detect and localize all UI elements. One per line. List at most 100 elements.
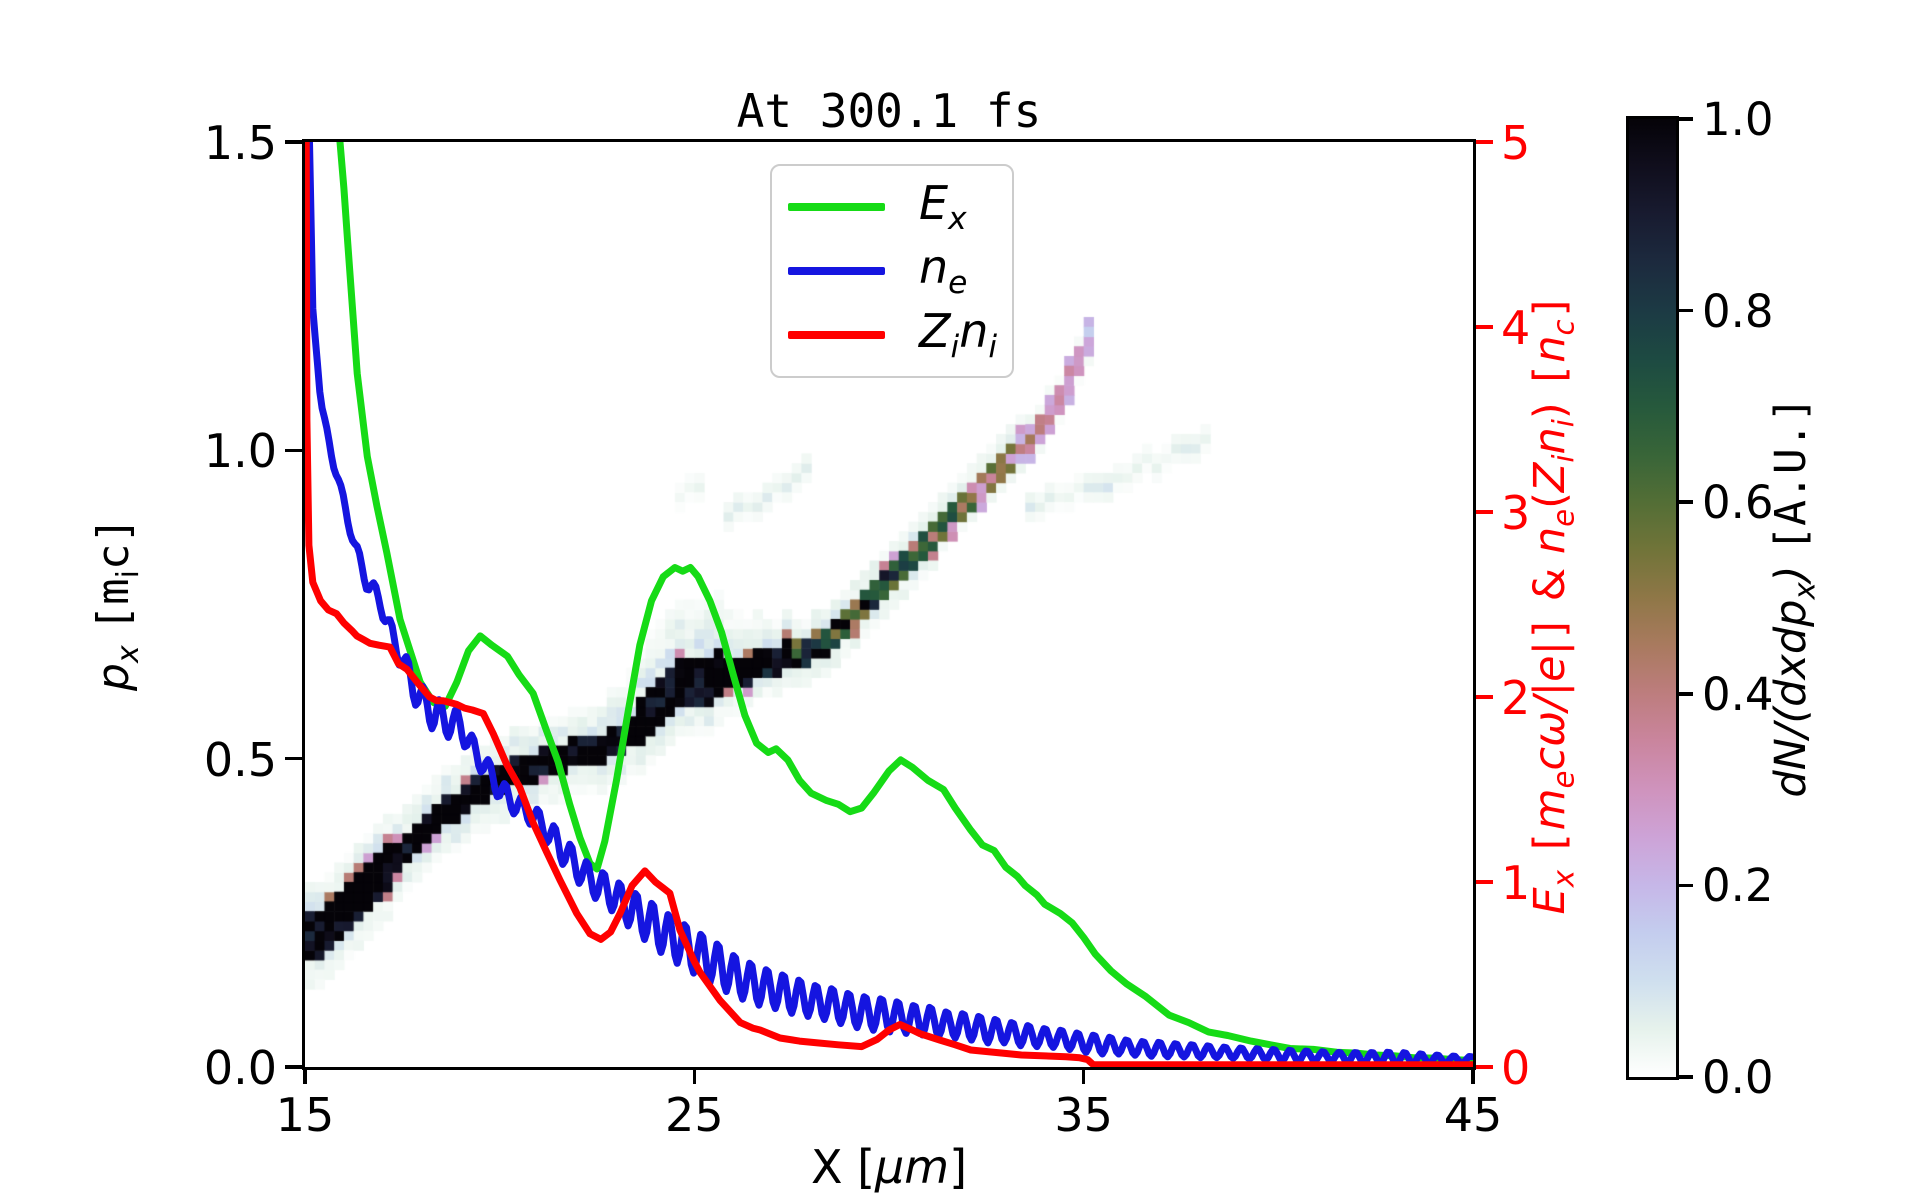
colorbar-tick-mark [1679, 883, 1693, 888]
colorbar-label: dN/(dxdpx) [A.U.] [1766, 152, 1824, 1042]
y-left-tick-label: 1.0 [203, 424, 277, 479]
legend-item-label: Zini [919, 304, 997, 365]
x-axis-label: X [μm] [589, 1140, 1189, 1194]
label-segment: ] [1525, 615, 1575, 641]
label-segment: i [1546, 454, 1581, 463]
x-tick-label: 25 [665, 1088, 724, 1142]
label-segment: ( [1525, 492, 1575, 509]
x-tick-mark [1081, 1067, 1086, 1084]
y-left-tick-label: 1.5 [203, 116, 277, 170]
label-segment: e [948, 265, 968, 302]
colorbar-tick-mark [1679, 1075, 1693, 1079]
colorbar-tick-mark [1679, 308, 1693, 313]
colorbar-tick-mark [1679, 500, 1693, 504]
colorbar-tick-mark [1679, 692, 1693, 696]
colorbar-tick-label: 1.0 [1702, 93, 1774, 146]
label-segment: ] [1525, 293, 1575, 320]
zini-line [305, 142, 1473, 1067]
label-segment [88, 631, 139, 645]
label-segment: X [ [810, 1140, 876, 1194]
y-right-tick-label: 2 [1501, 671, 1531, 725]
label-segment: n [1525, 526, 1575, 555]
x-tick-label: 15 [275, 1088, 335, 1142]
y-axis-label-left: px [mic] [88, 304, 146, 904]
label-segment: n [959, 304, 989, 359]
label-segment: ] [949, 1140, 968, 1194]
y-right-tick-label: 3 [1501, 486, 1531, 540]
label-segment: Z [919, 304, 951, 359]
colorbar [1626, 116, 1679, 1080]
label-segment: i [950, 329, 960, 366]
y-right-tick-mark [1476, 325, 1493, 329]
line-plot-layer [305, 142, 1473, 1067]
label-segment: μm [875, 1140, 950, 1194]
label-segment: n [1525, 427, 1575, 455]
colorbar-tick-label: 0.4 [1702, 667, 1774, 721]
y-right-tick-mark [1476, 510, 1493, 514]
colorbar-tick-mark [1679, 117, 1693, 121]
y-left-tick-label: 0.5 [203, 732, 277, 787]
colorbar-tick-label: 0.2 [1702, 859, 1774, 913]
colorbar-tick-label: 0.6 [1702, 476, 1774, 530]
colorbar-tick-label: 0.8 [1702, 284, 1774, 338]
label-segment: c [1546, 319, 1581, 336]
label-segment: [A.U.] [1766, 396, 1816, 552]
label-segment: x [110, 645, 146, 664]
y-left-tick-mark [285, 140, 302, 144]
y-left-tick-mark [285, 448, 302, 453]
label-segment: e [1546, 770, 1581, 789]
y-right-tick-label: 5 [1501, 116, 1531, 170]
legend-line-sample [788, 267, 885, 275]
label-segment: x [1546, 869, 1581, 888]
y-right-tick-label: 4 [1501, 301, 1531, 355]
label-segment: m [1525, 788, 1575, 831]
legend-line-sample [788, 331, 885, 339]
label-segment: E [1525, 887, 1575, 915]
label-segment: p [88, 663, 139, 691]
label-segment: i [110, 570, 146, 579]
label-segment: cω/|e| [1525, 640, 1575, 771]
legend: Ex ne Zini [770, 164, 1014, 378]
y-axis-label-right: Ex [mecω/|e|] & ne(Zini) [nc] [1525, 59, 1585, 1149]
plot-area: Ex ne Zini [302, 139, 1476, 1070]
legend-item-label: ne [919, 240, 967, 301]
legend-item: Ex [772, 175, 1012, 239]
label-segment: [m [88, 578, 139, 632]
y-left-tick-mark [285, 1065, 302, 1069]
y-left-tick-label: 0.0 [203, 1041, 277, 1095]
colorbar-tick-label: 0.0 [1702, 1051, 1774, 1104]
label-segment: i [1546, 419, 1581, 428]
label-segment: [ [1525, 830, 1575, 857]
label-segment: n [1525, 335, 1575, 363]
label-segment: n [919, 240, 949, 295]
label-segment: [ [1525, 362, 1575, 389]
y-right-tick-label: 0 [1501, 1041, 1531, 1095]
label-segment: e [1546, 508, 1581, 527]
legend-item: Zini [772, 303, 1012, 367]
label-segment: ) [1525, 388, 1575, 420]
label-segment: ) [1766, 565, 1816, 583]
label-segment: i [988, 329, 998, 366]
label-segment: E [919, 176, 949, 231]
x-tick-mark [1471, 1067, 1475, 1084]
label-segment [1766, 552, 1816, 566]
x-tick-mark [303, 1067, 307, 1084]
label-segment: dN/(dxdp [1766, 599, 1816, 798]
label-segment: x [1787, 582, 1822, 600]
legend-item-label: Ex [919, 176, 967, 237]
y-right-tick-label: 1 [1501, 856, 1531, 910]
legend-item: ne [772, 239, 1012, 303]
y-left-tick-mark [285, 756, 302, 761]
ex-line [336, 142, 1473, 1064]
label-segment: & [1525, 554, 1575, 616]
label-segment: c] [88, 517, 139, 571]
y-right-tick-mark [1476, 140, 1493, 144]
y-right-tick-mark [1476, 1065, 1493, 1069]
label-segment: x [948, 201, 967, 238]
y-right-tick-mark [1476, 695, 1493, 699]
legend-line-sample [788, 203, 885, 211]
x-tick-mark [692, 1067, 697, 1084]
label-segment: Z [1525, 462, 1575, 493]
x-tick-label: 35 [1054, 1088, 1113, 1142]
